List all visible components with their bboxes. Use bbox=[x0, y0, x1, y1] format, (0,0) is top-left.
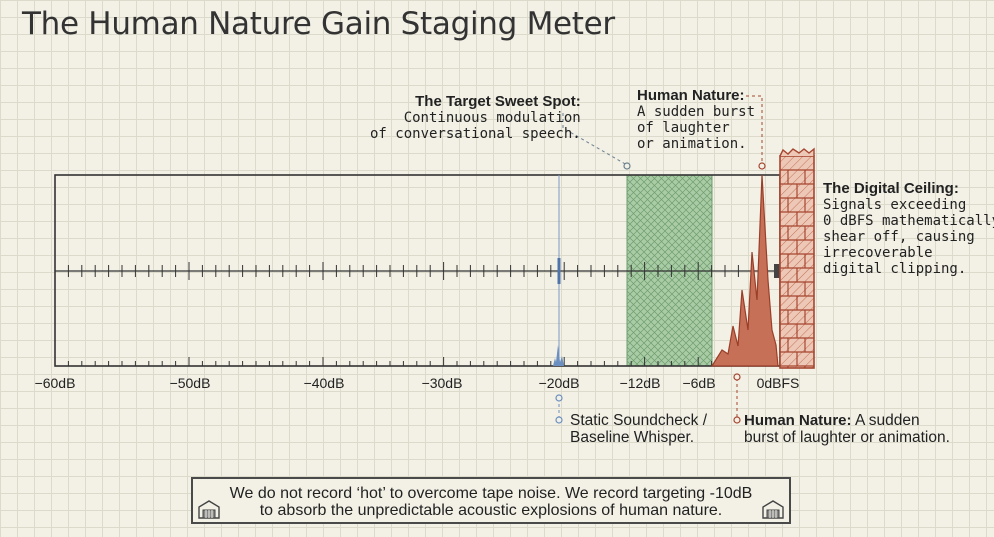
footer-callout: We do not record ‘hot’ to overcome tape … bbox=[191, 477, 791, 524]
axis-tick-label: −6dB bbox=[682, 375, 715, 391]
footer-line: We do not record ‘hot’ to overcome tape … bbox=[229, 485, 753, 502]
page-title: The Human Nature Gain Staging Meter bbox=[22, 6, 615, 42]
digital-ceiling-line: digital clipping. bbox=[823, 261, 967, 277]
axis-tick-label: −12dB bbox=[620, 375, 661, 391]
whisper-signal bbox=[553, 175, 564, 366]
sweet-spot-line: Continuous modulation bbox=[403, 110, 581, 126]
human-nature-bottom-line: burst of laughter or animation. bbox=[744, 429, 950, 446]
soundcheck-line: Baseline Whisper. bbox=[570, 429, 695, 446]
footer-line: to absorb the unpredictable acoustic exp… bbox=[259, 502, 723, 519]
sweet-spot-annotation: The Target Sweet Spot: Continuous modula… bbox=[370, 93, 581, 143]
clip-indicator bbox=[774, 264, 780, 278]
soundcheck-line: Static Soundcheck / bbox=[570, 412, 707, 429]
axis-tick-label: −30dB bbox=[422, 375, 463, 391]
sweet-spot-leader bbox=[562, 113, 628, 166]
human-nature-bottom-annotation: Human Nature: A sudden burst of laughter… bbox=[744, 412, 950, 446]
human-nature-bottom-heading: Human Nature: bbox=[744, 412, 852, 429]
human-nature-top-line: A sudden burst bbox=[637, 104, 756, 120]
axis-tick-label: −50dB bbox=[170, 375, 211, 391]
human-nature-top-line: of laughter bbox=[637, 120, 730, 136]
human-nature-bottom-line: A sudden bbox=[854, 412, 920, 429]
digital-ceiling-line: shear off, causing bbox=[823, 229, 975, 245]
soundcheck-annotation: Static Soundcheck / Baseline Whisper. bbox=[570, 412, 707, 446]
axis-tick-label: 0dBFS bbox=[757, 375, 800, 391]
footer-text: We do not record ‘hot’ to overcome tape … bbox=[223, 485, 759, 519]
digital-ceiling-line: 0 dBFS mathematically bbox=[823, 213, 994, 229]
axis-tick-label: −20dB bbox=[539, 375, 580, 391]
meter-center-ticks bbox=[54, 262, 766, 280]
digital-ceiling-line: Signals exceeding bbox=[823, 197, 967, 213]
sweet-spot-line: of conversational speech. bbox=[370, 126, 581, 142]
studio-icon bbox=[198, 500, 220, 519]
digital-ceiling-annotation: The Digital Ceiling: Signals exceeding 0… bbox=[823, 180, 994, 278]
digital-ceiling-wall bbox=[779, 147, 815, 369]
studio-icon bbox=[762, 500, 784, 519]
human-nature-top-leader bbox=[746, 95, 763, 165]
digital-ceiling-heading: The Digital Ceiling: bbox=[823, 180, 959, 197]
digital-ceiling-line: irrecoverable bbox=[823, 245, 933, 261]
human-nature-top-line: or animation. bbox=[637, 136, 747, 152]
meter-bottom-ticks bbox=[54, 357, 766, 366]
human-nature-spikes bbox=[710, 174, 779, 367]
human-nature-top-annotation: Human Nature: A sudden burst of laughter… bbox=[637, 87, 756, 153]
axis-tick-label: −40dB bbox=[304, 375, 345, 391]
human-nature-top-heading: Human Nature: bbox=[637, 87, 745, 104]
axis-tick-label: −60dB bbox=[35, 375, 76, 391]
sweet-spot-heading: The Target Sweet Spot: bbox=[415, 93, 581, 110]
